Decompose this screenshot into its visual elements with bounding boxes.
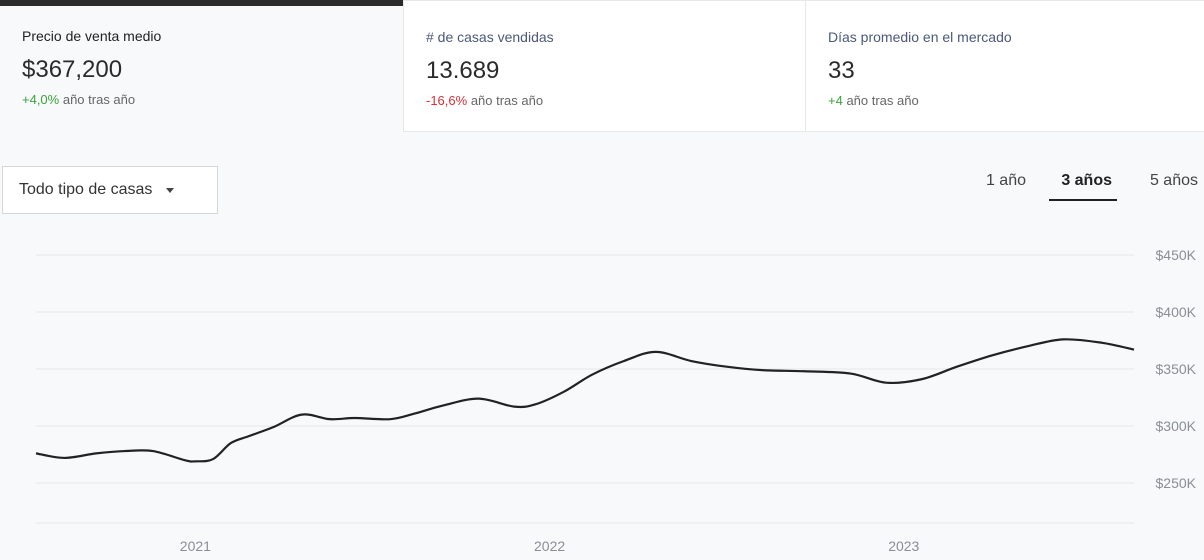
change-value: -16,6%: [426, 93, 468, 108]
metric-label: Precio de venta medio: [22, 28, 162, 44]
metric-value: 13.689: [426, 57, 500, 84]
series-lines: [35, 338, 1135, 463]
x-axis-ticks: 2021 2022 2023: [180, 538, 920, 554]
price-line-chart: $250K $300K $350K $400K $450K 2021 2022 2023: [35, 247, 1197, 554]
tab-days-on-market[interactable]: Días promedio en el mercado 33 +4 año tr…: [805, 0, 1204, 132]
price-series-line: [35, 338, 1135, 463]
change-value: +4: [828, 93, 843, 108]
x-tick-label: 2023: [888, 538, 919, 554]
y-axis-ticks: $250K $300K $350K $400K $450K: [1156, 247, 1197, 491]
change-value: +4,0%: [22, 92, 60, 107]
range-5-years[interactable]: 5 años: [1149, 172, 1198, 189]
y-tick-label: $450K: [1156, 247, 1197, 263]
y-tick-label: $350K: [1156, 361, 1197, 377]
y-tick-label: $300K: [1156, 418, 1197, 434]
caret-down-icon: [166, 187, 175, 193]
range-3-years[interactable]: 3 años: [1061, 172, 1112, 189]
selected-range-underline: [1049, 199, 1117, 201]
metric-tabs: Precio de venta medio $367,200 +4,0% año…: [0, 0, 1204, 132]
y-tick-label: $250K: [1156, 475, 1197, 491]
metric-change: -16,6% año tras año: [426, 93, 805, 108]
y-tick-label: $400K: [1156, 304, 1197, 320]
metric-value: 33: [828, 57, 855, 84]
home-type-dropdown[interactable]: Todo tipo de casas: [2, 166, 218, 214]
tab-median-sale-price[interactable]: Precio de venta medio $367,200 +4,0% año…: [0, 0, 403, 132]
metric-change: +4,0% año tras año: [22, 92, 403, 107]
dropdown-value: Todo tipo de casas: [19, 181, 153, 198]
metric-label: Días promedio en el mercado: [828, 29, 1012, 45]
x-tick-label: 2021: [180, 538, 211, 554]
metric-change: +4 año tras año: [828, 93, 1204, 108]
metric-label: # de casas vendidas: [426, 29, 554, 45]
grid-lines: [36, 254, 1134, 524]
metric-value: $367,200: [22, 56, 123, 83]
tab-homes-sold[interactable]: # de casas vendidas 13.689 -16,6% año tr…: [403, 0, 805, 132]
range-1-year[interactable]: 1 año: [985, 172, 1026, 189]
x-tick-label: 2022: [534, 538, 565, 554]
change-suffix: año tras año: [842, 93, 919, 108]
change-suffix: año tras año: [59, 92, 136, 107]
change-suffix: año tras año: [467, 93, 544, 108]
